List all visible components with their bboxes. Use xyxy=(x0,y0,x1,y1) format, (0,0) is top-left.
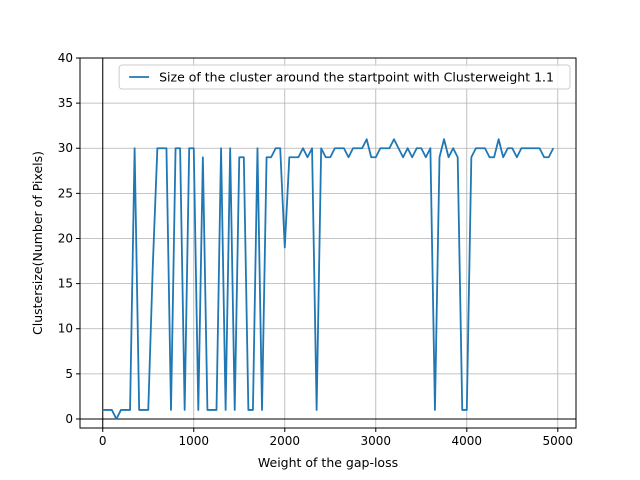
y-tick-label: 5 xyxy=(65,367,73,381)
legend-entry: Size of the cluster around the startpoin… xyxy=(159,70,554,85)
x-tick-label: 1000 xyxy=(178,434,209,448)
axis-ticks: 0 1000 2000 3000 4000 5000 0 5 10 15 20 25 30 35 40 xyxy=(58,51,573,448)
x-tick-label: 5000 xyxy=(543,434,574,448)
y-tick-label: 10 xyxy=(58,322,73,336)
x-tick-label: 2000 xyxy=(269,434,300,448)
plot-area xyxy=(80,58,576,428)
y-tick-label: 40 xyxy=(58,51,73,65)
plot-frame xyxy=(79,57,577,429)
y-tick-label: 25 xyxy=(58,186,73,200)
legend: Size of the cluster around the startpoin… xyxy=(118,64,571,90)
x-axis-label: Weight of the gap-loss xyxy=(258,455,398,470)
y-tick-label: 0 xyxy=(65,412,73,426)
x-tick-label: 3000 xyxy=(361,434,392,448)
x-tick-label: 0 xyxy=(99,434,107,448)
y-tick-label: 30 xyxy=(58,141,73,155)
y-tick-label: 20 xyxy=(58,231,73,245)
y-tick-label: 15 xyxy=(58,277,73,291)
series-line xyxy=(102,138,555,420)
x-tick-label: 4000 xyxy=(452,434,483,448)
y-tick-label: 35 xyxy=(58,96,73,110)
legend-box xyxy=(118,64,571,90)
y-axis-label: Clustersize(Number of Pixels) xyxy=(30,151,45,335)
axes-spines xyxy=(79,57,577,429)
